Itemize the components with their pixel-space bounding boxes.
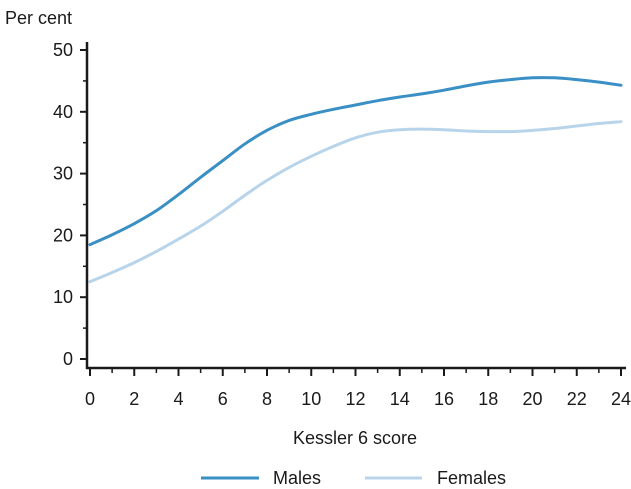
x-tick-label: 12 bbox=[345, 389, 365, 409]
x-tick-label: 6 bbox=[218, 389, 228, 409]
x-tick-label: 16 bbox=[434, 389, 454, 409]
x-tick-label: 10 bbox=[301, 389, 321, 409]
x-tick-label: 18 bbox=[478, 389, 498, 409]
y-tick-label: 50 bbox=[53, 40, 73, 60]
x-tick-label: 20 bbox=[522, 389, 542, 409]
x-tick-label: 22 bbox=[567, 389, 587, 409]
x-tick-label: 4 bbox=[173, 389, 183, 409]
y-tick-label: 30 bbox=[53, 164, 73, 184]
legend-label-males: Males bbox=[273, 468, 321, 488]
y-axis-title: Per cent bbox=[5, 8, 72, 28]
y-tick-label: 40 bbox=[53, 102, 73, 122]
legend-label-females: Females bbox=[437, 468, 506, 488]
series-line-males bbox=[88, 76, 623, 247]
y-tick-label: 10 bbox=[53, 287, 73, 307]
series-line-females bbox=[88, 120, 623, 284]
x-tick-label: 0 bbox=[85, 389, 95, 409]
y-tick-label: 0 bbox=[63, 349, 73, 369]
x-tick-label: 2 bbox=[129, 389, 139, 409]
x-axis-title: Kessler 6 score bbox=[293, 428, 417, 448]
x-tick-label: 14 bbox=[390, 389, 410, 409]
legend: Males Females bbox=[201, 468, 506, 488]
x-tick-label: 24 bbox=[611, 389, 631, 409]
y-tick-label: 20 bbox=[53, 225, 73, 245]
x-tick-label: 8 bbox=[262, 389, 272, 409]
